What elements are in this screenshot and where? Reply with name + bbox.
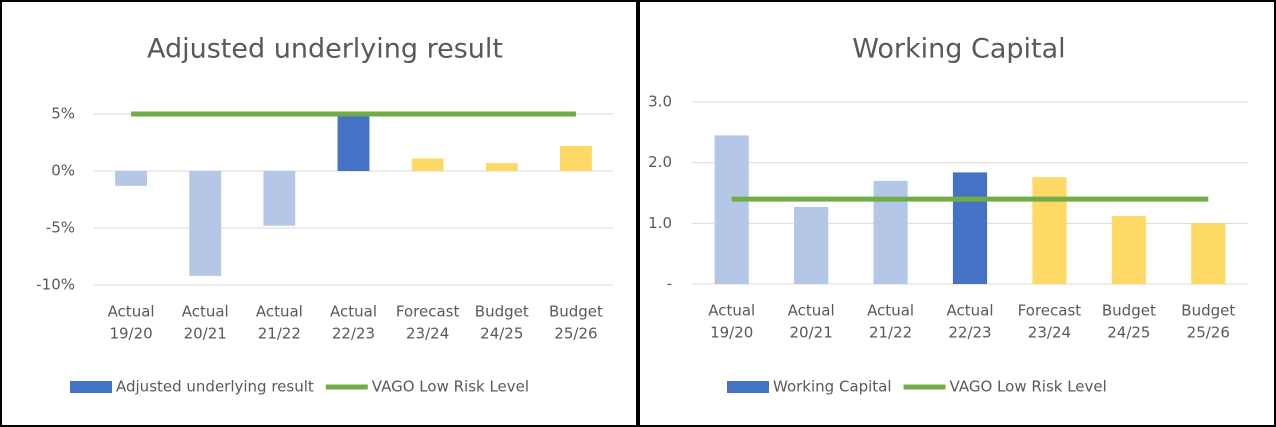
y-tick-label: - — [667, 275, 672, 293]
x-tick-label: Actual — [708, 302, 755, 320]
x-tick-label: 22/23 — [948, 324, 991, 342]
x-tick-label: 20/21 — [790, 324, 833, 342]
y-tick-label: 1.0 — [648, 214, 672, 232]
x-tick-label: 25/26 — [1187, 324, 1230, 342]
x-tick-label: Budget — [1181, 302, 1235, 320]
legend-label: Working Capital — [773, 378, 892, 396]
bar — [189, 171, 222, 276]
x-tick-label: Budget — [1102, 302, 1156, 320]
x-tick-label: 23/24 — [406, 325, 449, 343]
x-tick-label: Actual — [330, 303, 377, 321]
x-tick-label: 24/25 — [480, 325, 523, 343]
x-tick-label: 19/20 — [109, 325, 152, 343]
x-tick-label: Forecast — [396, 303, 460, 321]
x-tick-label: 21/22 — [258, 325, 301, 343]
x-tick-label: Actual — [867, 302, 914, 320]
bar — [559, 145, 592, 171]
legend-label: Adjusted underlying result — [116, 378, 314, 396]
x-tick-label: 21/22 — [869, 324, 912, 342]
x-tick-label: 24/25 — [1107, 324, 1150, 342]
bar — [1191, 223, 1226, 284]
x-tick-label: 23/24 — [1028, 324, 1071, 342]
bar — [794, 206, 829, 284]
bar — [411, 158, 444, 171]
legend-swatch — [70, 381, 112, 393]
x-tick-label: Forecast — [1018, 302, 1082, 320]
x-tick-label: 22/23 — [332, 325, 375, 343]
x-tick-label: 20/21 — [184, 325, 227, 343]
bar — [952, 172, 988, 284]
y-tick-label: 3.0 — [648, 93, 672, 111]
y-tick-label: 0% — [51, 162, 75, 180]
y-tick-label: -10% — [36, 276, 75, 294]
legend-label: VAGO Low Risk Level — [372, 378, 529, 396]
bar — [337, 116, 370, 171]
bar — [485, 163, 518, 171]
chart-title: Working Capital — [852, 34, 1065, 65]
bar — [115, 171, 148, 186]
y-tick-label: 5% — [51, 105, 75, 123]
bar — [263, 171, 296, 226]
bar — [873, 180, 908, 284]
x-tick-label: Actual — [182, 303, 229, 321]
x-tick-label: Actual — [256, 303, 303, 321]
chart-title: Adjusted underlying result — [147, 34, 503, 65]
bar — [1032, 177, 1067, 284]
bar — [1111, 216, 1146, 284]
y-tick-label: 2.0 — [648, 153, 672, 171]
x-tick-label: Budget — [549, 303, 603, 321]
x-tick-label: 25/26 — [554, 325, 597, 343]
x-tick-label: Actual — [108, 303, 155, 321]
x-tick-label: 19/20 — [710, 324, 753, 342]
x-tick-label: Actual — [947, 302, 994, 320]
panel-border — [0, 0, 638, 427]
bar — [714, 135, 749, 284]
x-tick-label: Actual — [788, 302, 835, 320]
y-tick-label: -5% — [46, 219, 75, 237]
legend-label: VAGO Low Risk Level — [950, 378, 1107, 396]
legend-swatch — [727, 381, 769, 393]
x-tick-label: Budget — [475, 303, 529, 321]
